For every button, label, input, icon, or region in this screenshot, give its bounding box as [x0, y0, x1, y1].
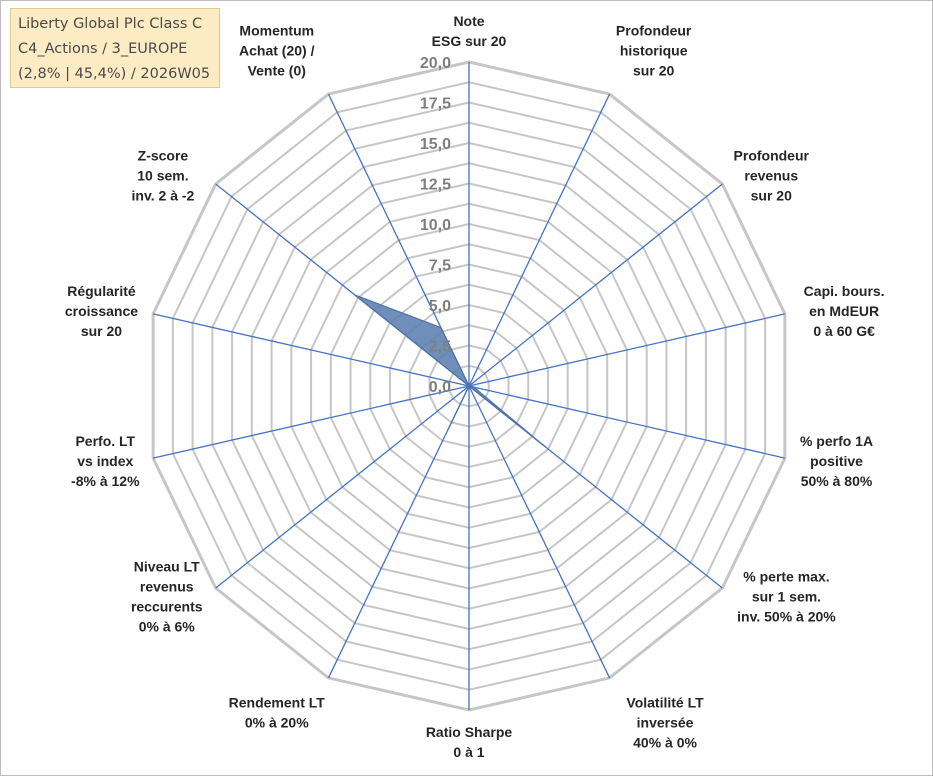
axis-label: Régularité croissance sur 20	[65, 283, 138, 339]
axis-spoke	[468, 183, 723, 387]
axis-label: Note ESG sur 20	[432, 13, 507, 49]
axis-label-line: sur 20	[751, 187, 792, 203]
axis-label-line: 40% à 0%	[633, 735, 697, 751]
axis-label-line: en MdEUR	[809, 303, 879, 319]
axis-label: Momentum Achat (20) / Vente (0)	[239, 22, 315, 78]
axis-label: % perfo 1A positive 50% à 80%	[800, 433, 873, 489]
axis-spoke	[468, 385, 611, 679]
axis-label-line: 10 sem.	[137, 167, 188, 183]
axis-label-line: Régularité	[67, 283, 136, 299]
title-line-2: C4_Actions / 3_EUROPE	[18, 41, 188, 57]
axis-label-line: Note	[453, 13, 484, 29]
axis-label: Niveau LT revenus reccurents 0% à 6%	[131, 559, 203, 635]
tick-label: 5,0	[429, 298, 451, 315]
axis-label-line: 50% à 80%	[801, 473, 873, 489]
axis-label: Capi. bours. en MdEUR 0 à 60 G€	[804, 283, 885, 339]
series-area	[354, 294, 546, 448]
tick-label: 20,0	[420, 55, 451, 72]
axis-spoke	[468, 385, 786, 459]
tick-label: 7,5	[429, 258, 451, 275]
axis-label: Profondeur revenus sur 20	[734, 147, 810, 203]
axis-label-line: Rendement LT	[229, 695, 326, 711]
axis-spoke	[468, 313, 786, 387]
axis-spoke	[152, 313, 470, 387]
axis-label-line: reccurents	[131, 599, 203, 615]
axis-label-line: -8% à 12%	[71, 473, 140, 489]
axis-label-line: revenus	[744, 167, 798, 183]
axis-label-line: Profondeur	[734, 147, 810, 163]
tick-label: 2,5	[429, 339, 451, 356]
axis-label-line: Achat (20) /	[239, 42, 315, 58]
axis-label-line: ESG sur 20	[432, 33, 507, 49]
axis-label-line: % perte max.	[743, 569, 829, 585]
tick-label: 10,0	[420, 217, 451, 234]
axis-label-line: Ratio Sharpe	[426, 724, 513, 740]
axis-label: Z-score 10 sem. inv. 2 à -2	[132, 147, 195, 203]
axis-label-line: positive	[810, 453, 863, 469]
axis-label-line: 0 à 60 G€	[813, 323, 875, 339]
axis-label-line: Perfo. LT	[75, 433, 135, 449]
radial-tick-labels: 0,0 2,5 5,0 7,5 10,0 12,5 15,0 17,5 20,0	[420, 55, 451, 396]
axis-label: Ratio Sharpe 0 à 1	[426, 724, 513, 760]
axis-label-line: Z-score	[138, 147, 189, 163]
tick-label: 0,0	[429, 379, 451, 396]
axis-label: % perte max. sur 1 sem. inv. 50% à 20%	[737, 569, 836, 625]
axis-label-line: sur 1 sem.	[752, 589, 821, 605]
axis-label-line: Capi. bours.	[804, 283, 885, 299]
axis-label-line: inv. 2 à -2	[132, 187, 195, 203]
axis-label-line: % perfo 1A	[800, 433, 873, 449]
axis-label-line: Volatilité LT	[626, 695, 704, 711]
tick-label: 15,0	[420, 136, 451, 153]
axis-label-line: historique	[620, 42, 688, 58]
chart-title-box: Liberty Global Plc Class C C4_Actions / …	[10, 8, 220, 88]
axis-spoke	[468, 93, 611, 387]
axis-label-line: Vente (0)	[248, 62, 306, 78]
axis-label-line: sur 20	[81, 323, 122, 339]
axis-spoke	[327, 385, 470, 679]
axis-label: Profondeur historique sur 20	[616, 22, 692, 78]
axis-label-line: Momentum	[239, 22, 314, 38]
axis-label-line: Niveau LT	[134, 559, 200, 575]
axis-label-line: 0% à 20%	[245, 715, 309, 731]
title-line-3: (2,8% | 45,4%) / 2026W05	[18, 66, 211, 82]
title-line-1: Liberty Global Plc Class C	[18, 16, 203, 32]
axis-spoke	[215, 385, 470, 589]
axis-labels: Note ESG sur 20 Profondeur historique sur 20…	[65, 13, 885, 760]
axis-label-line: sur 20	[633, 62, 674, 78]
axis-label: Rendement LT 0% à 20%	[229, 695, 326, 731]
axis-label-line: vs index	[77, 453, 133, 469]
axis-label-line: inv. 50% à 20%	[737, 609, 836, 625]
axis-label-line: Profondeur	[616, 22, 692, 38]
axis-label-line: croissance	[65, 303, 138, 319]
axis-label: Volatilité LT inversée 40% à 0%	[626, 695, 704, 751]
tick-label: 17,5	[420, 96, 451, 113]
axis-label-line: 0 à 1	[453, 744, 484, 760]
axis-label-line: inversée	[637, 715, 694, 731]
axis-label-line: 0% à 6%	[139, 619, 196, 635]
axis-spoke	[152, 385, 470, 459]
tick-label: 12,5	[420, 177, 451, 194]
axis-label-line: revenus	[140, 579, 194, 595]
axis-label: Perfo. LT vs index -8% à 12%	[71, 433, 140, 489]
radar-series	[354, 294, 546, 448]
